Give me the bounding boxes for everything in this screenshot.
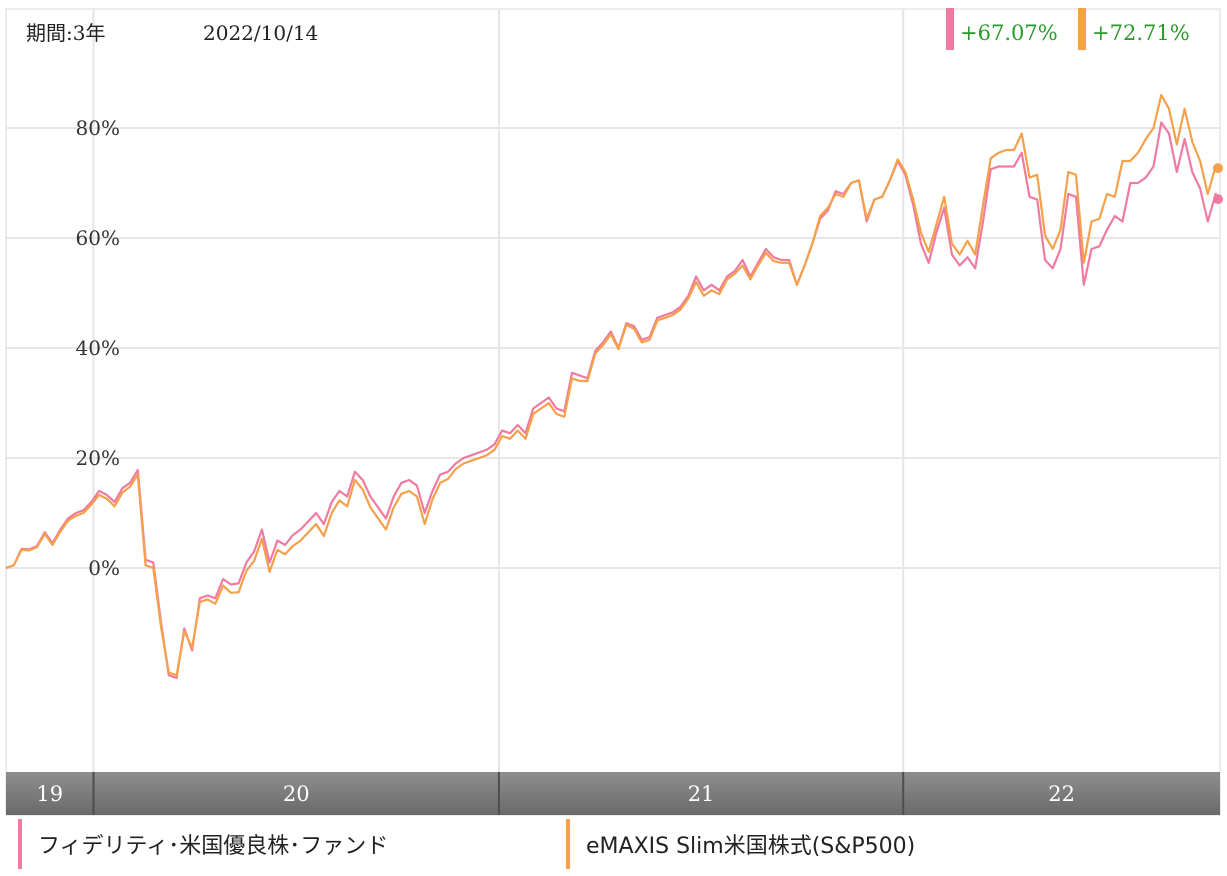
series2-return: +72.71% xyxy=(1092,21,1190,45)
series-end-marker-1 xyxy=(1213,194,1223,205)
x-year-label: 20 xyxy=(283,782,310,806)
year-band-background xyxy=(6,772,1220,815)
y-tick-label: 40% xyxy=(76,336,120,360)
series-end-marker-2 xyxy=(1213,163,1223,174)
series2-return-swatch xyxy=(1078,8,1086,50)
legend-swatch-series2 xyxy=(566,819,570,869)
y-tick-label: 20% xyxy=(76,446,120,470)
legend-item-series1: フィデリティ･米国優良株･ファンド xyxy=(18,818,388,870)
axis-labels: 0% 20% 40% 60% 80% xyxy=(76,116,120,580)
legend-item-series2: eMAXIS Slim米国株式(S&P500) xyxy=(566,818,915,870)
chart-header: 期間:3年 2022/10/14 +67.07% +72.71% xyxy=(26,8,1190,50)
period-label: 期間:3年 xyxy=(26,21,105,45)
x-year-label: 19 xyxy=(36,782,63,806)
x-year-label: 21 xyxy=(688,782,715,806)
series-line-2 xyxy=(5,93,1221,677)
series1-return: +67.07% xyxy=(960,21,1058,45)
year-axis-band: 19 20 21 22 xyxy=(6,772,1220,815)
date-label: 2022/10/14 xyxy=(203,21,318,45)
series1-return-swatch xyxy=(946,8,954,50)
legend-label-series1: フィデリティ･米国優良株･ファンド xyxy=(38,834,389,859)
legend-label-series2: eMAXIS Slim米国株式(S&P500) xyxy=(586,834,916,859)
y-tick-label: 0% xyxy=(88,556,120,580)
y-tick-label: 60% xyxy=(76,226,120,250)
series-lines xyxy=(5,93,1223,680)
x-year-label: 22 xyxy=(1048,782,1075,806)
y-tick-label: 80% xyxy=(76,116,120,140)
plot-frame xyxy=(5,8,1221,816)
legend-swatch-series1 xyxy=(18,819,22,869)
grid-lines xyxy=(6,9,1220,772)
